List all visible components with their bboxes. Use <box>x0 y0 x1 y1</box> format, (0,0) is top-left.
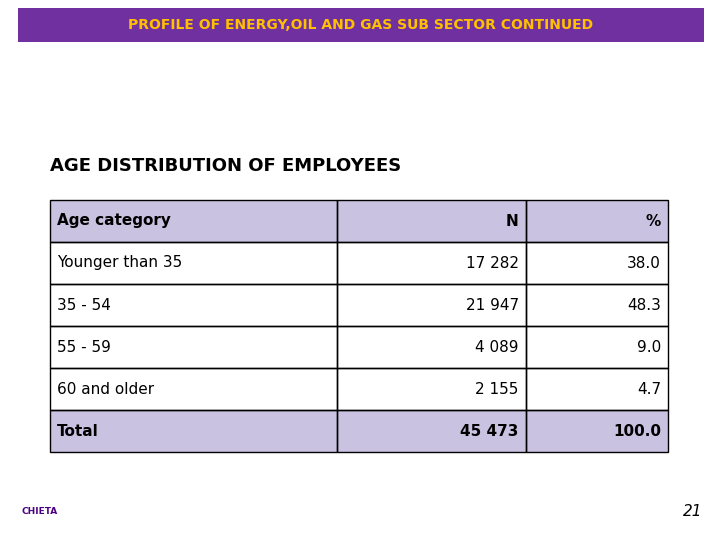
Bar <box>338 242 526 284</box>
Bar <box>526 242 668 284</box>
Text: CHIETA: CHIETA <box>22 508 58 516</box>
Text: 2 155: 2 155 <box>475 381 519 396</box>
Text: 48.3: 48.3 <box>627 298 661 313</box>
Bar <box>338 200 526 242</box>
Text: 9.0: 9.0 <box>636 340 661 354</box>
Bar <box>50 284 338 326</box>
Bar <box>18 8 704 42</box>
Text: Total: Total <box>57 423 99 438</box>
Text: Age category: Age category <box>57 213 171 228</box>
Bar <box>338 326 526 368</box>
Bar <box>526 200 668 242</box>
Bar <box>338 326 526 368</box>
Bar <box>526 410 668 452</box>
Bar <box>338 284 526 326</box>
Text: %: % <box>646 213 661 228</box>
Bar <box>526 326 668 368</box>
Bar <box>526 368 668 410</box>
Bar <box>50 410 338 452</box>
Text: 38.0: 38.0 <box>627 255 661 271</box>
Text: Younger than 35: Younger than 35 <box>57 255 182 271</box>
Bar <box>50 368 338 410</box>
Bar <box>50 326 338 368</box>
Text: 60 and older: 60 and older <box>57 381 154 396</box>
Bar <box>526 326 668 368</box>
Bar <box>338 368 526 410</box>
Text: 55 - 59: 55 - 59 <box>57 340 111 354</box>
Bar <box>526 368 668 410</box>
Bar <box>50 368 338 410</box>
Bar <box>50 200 338 242</box>
Bar <box>50 242 338 284</box>
Text: 21 947: 21 947 <box>466 298 519 313</box>
Text: 45 473: 45 473 <box>461 423 519 438</box>
Bar <box>50 200 338 242</box>
Text: AGE DISTRIBUTION OF EMPLOYEES: AGE DISTRIBUTION OF EMPLOYEES <box>50 157 401 175</box>
Bar <box>526 242 668 284</box>
Text: 21: 21 <box>683 504 702 519</box>
Text: 4 089: 4 089 <box>475 340 519 354</box>
Text: 100.0: 100.0 <box>613 423 661 438</box>
Bar <box>338 410 526 452</box>
Bar <box>50 284 338 326</box>
Bar <box>338 242 526 284</box>
Bar <box>338 410 526 452</box>
Bar <box>50 410 338 452</box>
Text: 35 - 54: 35 - 54 <box>57 298 111 313</box>
Bar <box>526 200 668 242</box>
Text: PROFILE OF ENERGY,OIL AND GAS SUB SECTOR CONTINUED: PROFILE OF ENERGY,OIL AND GAS SUB SECTOR… <box>128 18 593 32</box>
Bar <box>338 368 526 410</box>
Bar <box>338 200 526 242</box>
Bar <box>50 242 338 284</box>
Text: N: N <box>506 213 519 228</box>
Text: 4.7: 4.7 <box>637 381 661 396</box>
Bar <box>526 284 668 326</box>
Bar <box>526 284 668 326</box>
Text: 17 282: 17 282 <box>466 255 519 271</box>
Bar <box>338 284 526 326</box>
Bar <box>526 410 668 452</box>
Bar <box>50 326 338 368</box>
